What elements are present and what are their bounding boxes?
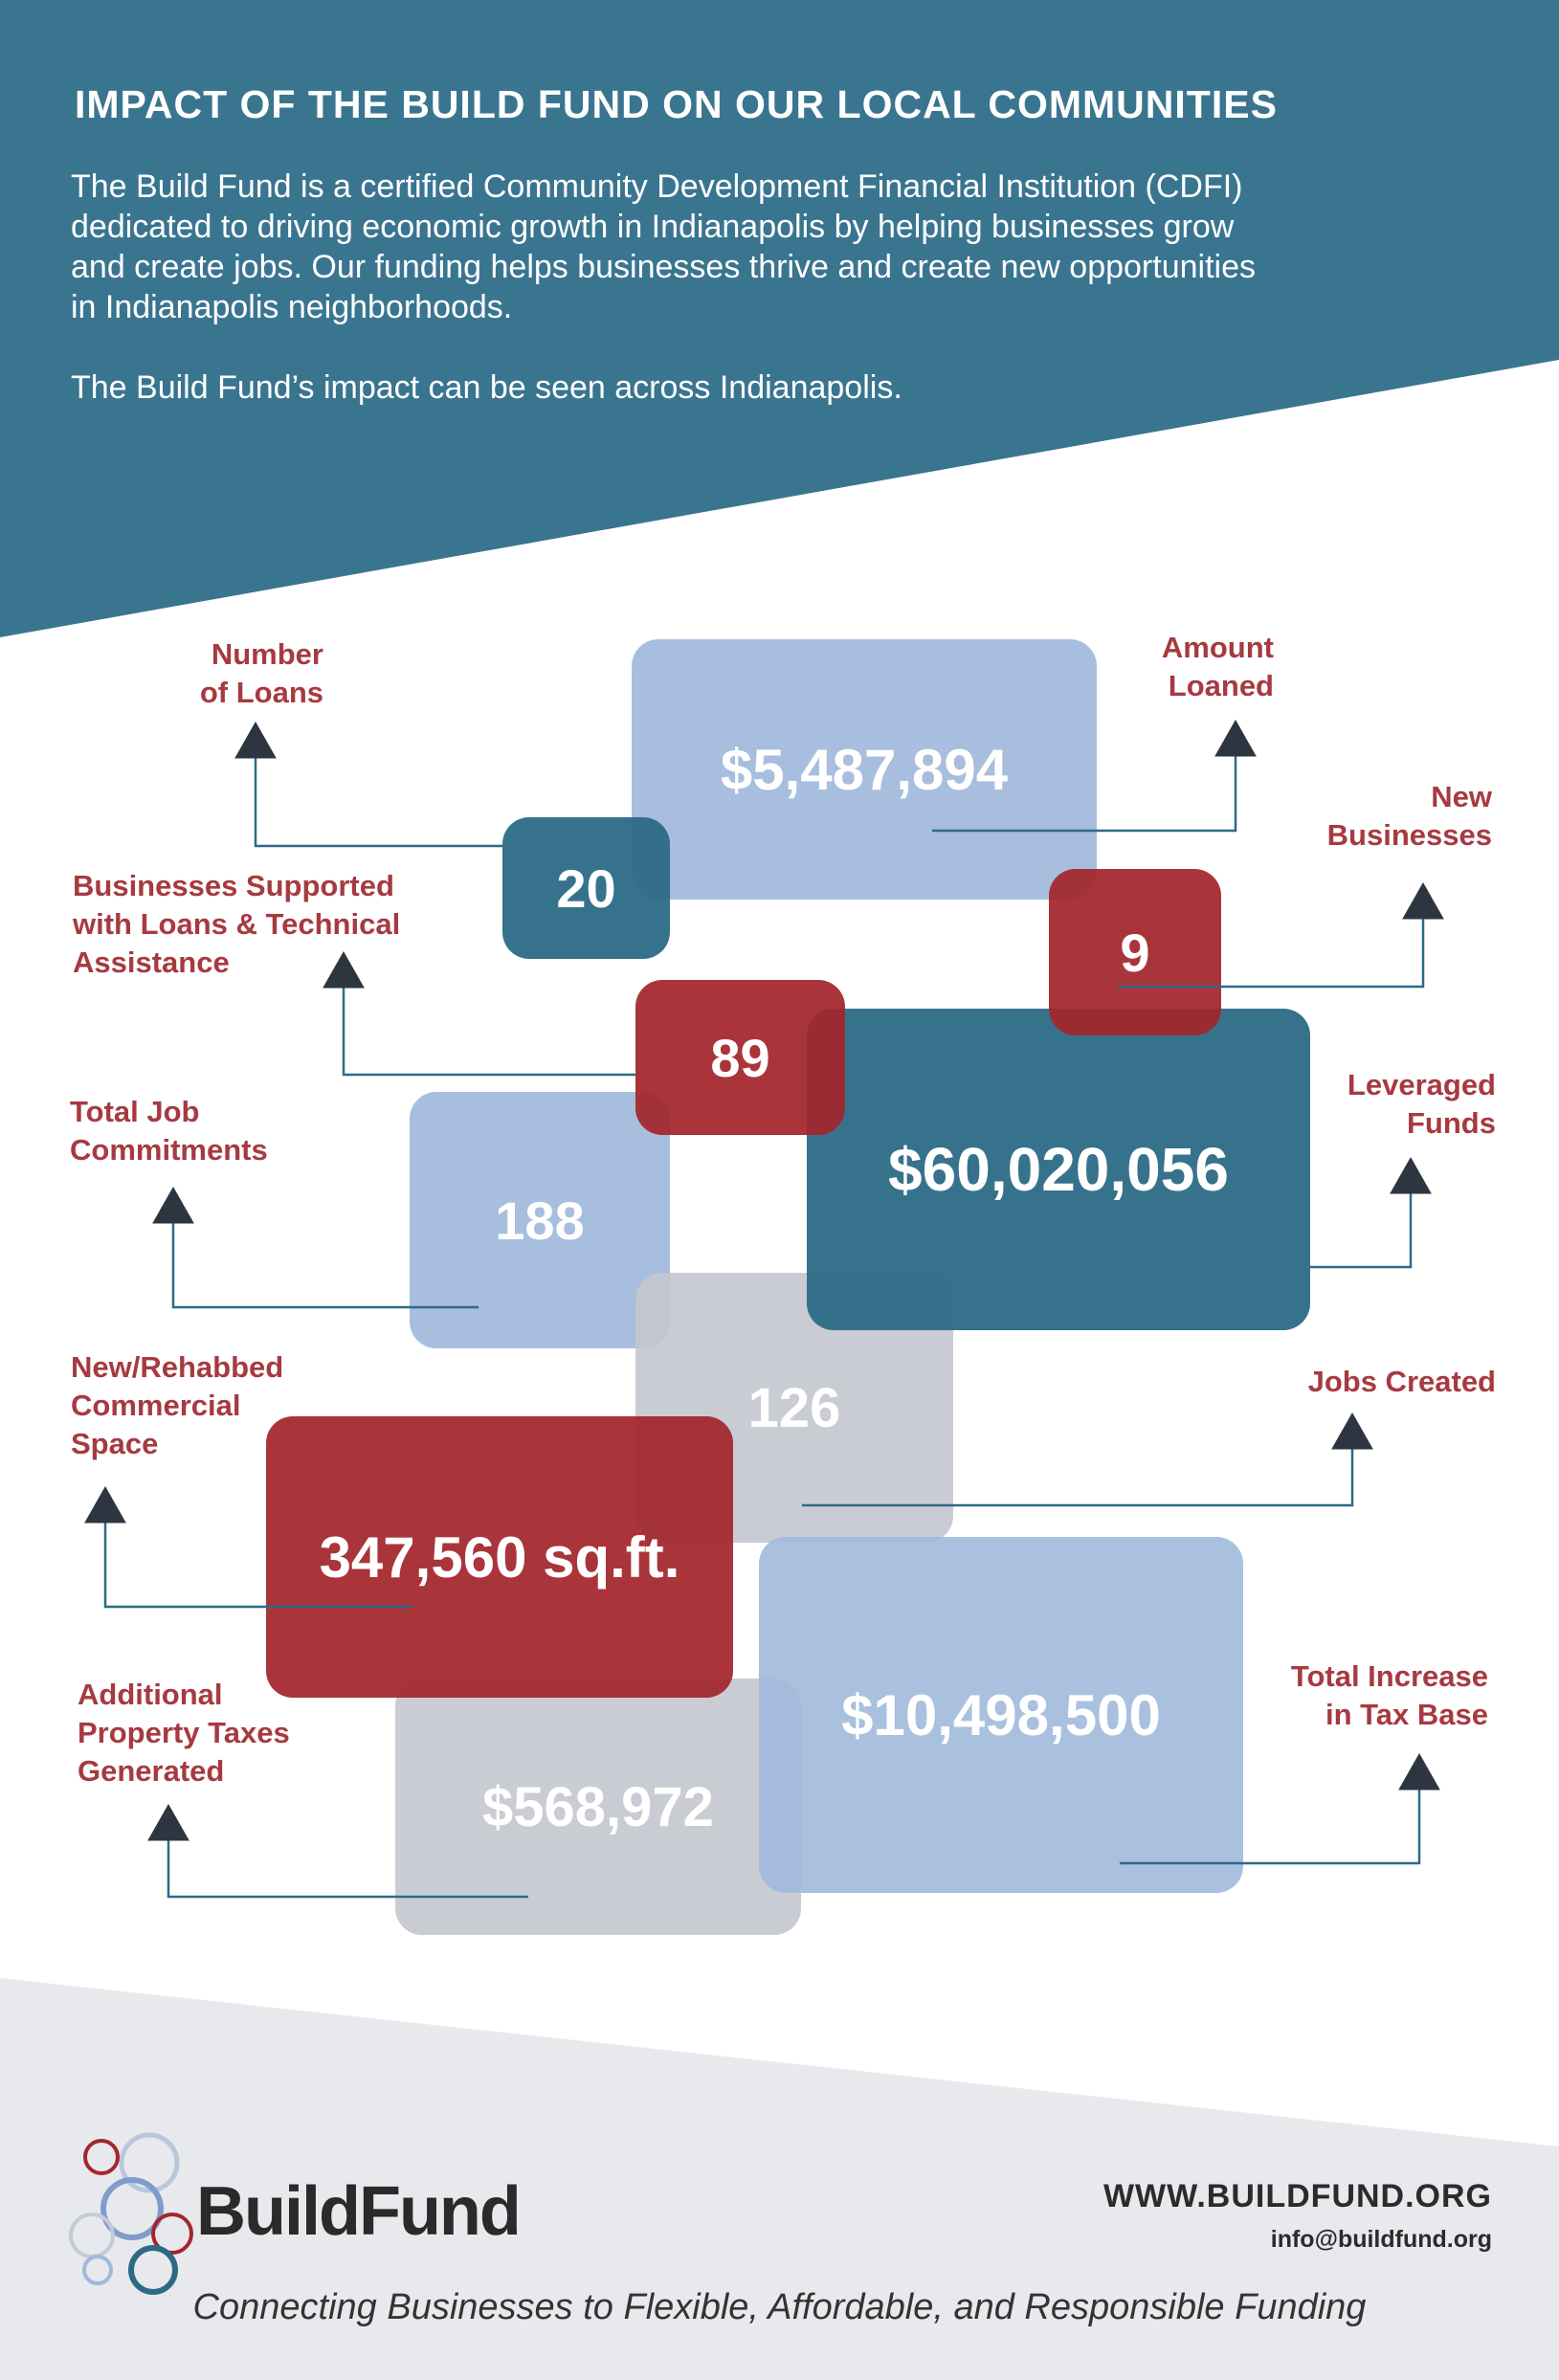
- connector-line: [342, 988, 635, 1077]
- number-of-loans-label: Number of Loans: [75, 635, 323, 712]
- arrow-up-icon: [147, 1803, 189, 1841]
- label-line: Additional: [78, 1678, 223, 1711]
- businesses-supported-value: 89: [710, 1027, 770, 1088]
- commercial-space-label: New/Rehabbed Commercial Space: [71, 1348, 377, 1463]
- number-of-loans-box: 20: [502, 817, 670, 959]
- label-line: Commitments: [70, 1133, 268, 1167]
- label-line: in Tax Base: [1325, 1698, 1488, 1731]
- intro-line: dedicated to driving economic growth in …: [71, 209, 1235, 245]
- total-job-commitments-box: 188: [410, 1092, 670, 1348]
- label-line: Businesses Supported: [73, 869, 394, 902]
- label-line: Number: [211, 637, 323, 671]
- total-job-commitments-value: 188: [495, 1190, 585, 1251]
- connector-line: [103, 1523, 412, 1609]
- website-link[interactable]: WWW.BUILDFUND.ORG: [1102, 2178, 1492, 2214]
- jobs-created-label: Jobs Created: [1190, 1363, 1496, 1401]
- businesses-supported-box: 89: [635, 980, 845, 1135]
- tax-base-increase-box: $10,498,500: [759, 1537, 1243, 1893]
- amount-loaned-label: Amount Loaned: [1025, 629, 1274, 705]
- new-businesses-label: New Businesses: [1243, 778, 1492, 855]
- label-line: Total Job: [70, 1095, 200, 1128]
- arrow-up-icon: [84, 1485, 126, 1524]
- commercial-space-value: 347,560 sq.ft.: [319, 1524, 680, 1590]
- arrow-up-icon: [234, 721, 277, 759]
- intro-line: in Indianapolis neighborhoods.: [71, 289, 513, 325]
- connector-line: [1120, 1790, 1421, 1865]
- new-businesses-box: 9: [1049, 869, 1221, 1035]
- arrow-up-icon: [1398, 1752, 1440, 1791]
- label-line: with Loans & Technical: [73, 907, 401, 941]
- number-of-loans-value: 20: [556, 857, 616, 919]
- page-title: IMPACT OF THE BUILD FUND ON OUR LOCAL CO…: [75, 82, 1278, 126]
- leveraged-funds-box: $60,020,056: [807, 1009, 1310, 1330]
- connector-line: [932, 756, 1237, 833]
- connector-line: [802, 1449, 1354, 1507]
- label-line: Assistance: [73, 945, 230, 979]
- amount-loaned-value: $5,487,894: [720, 737, 1009, 802]
- label-line: Commercial: [71, 1389, 241, 1422]
- intro-paragraph: The Build Fund is a certified Community …: [71, 167, 1497, 327]
- arrow-up-icon: [323, 950, 365, 989]
- businesses-supported-label: Businesses Supported with Loans & Techni…: [73, 867, 475, 982]
- label-line: Leveraged: [1347, 1068, 1496, 1101]
- header-band: [0, 0, 1559, 637]
- jobs-created-value: 126: [747, 1376, 841, 1439]
- connector-line: [254, 758, 502, 848]
- footer-band: [0, 1978, 1559, 2380]
- arrow-up-icon: [1402, 881, 1444, 920]
- leveraged-funds-value: $60,020,056: [888, 1135, 1229, 1204]
- new-businesses-value: 9: [1120, 922, 1150, 983]
- leveraged-funds-label: Leveraged Funds: [1247, 1066, 1496, 1143]
- label-line: Jobs Created: [1307, 1365, 1496, 1398]
- label-line: Loaned: [1168, 669, 1274, 702]
- total-job-commitments-label: Total Job Commitments: [70, 1093, 357, 1169]
- property-taxes-value: $568,972: [482, 1775, 714, 1838]
- connector-line: [1310, 1193, 1413, 1269]
- label-line: New/Rehabbed: [71, 1350, 284, 1384]
- property-taxes-label: Additional Property Taxes Generated: [78, 1676, 384, 1791]
- connector-line: [171, 1223, 479, 1309]
- arrow-up-icon: [1214, 719, 1257, 757]
- arrow-up-icon: [1390, 1156, 1432, 1194]
- intro-line: and create jobs. Our funding helps busin…: [71, 249, 1256, 285]
- commercial-space-box: 347,560 sq.ft.: [266, 1416, 733, 1698]
- buildfund-logo-text: BuildFund: [196, 2173, 522, 2250]
- label-line: Space: [71, 1427, 159, 1460]
- label-line: Generated: [78, 1754, 225, 1788]
- connector-line: [167, 1840, 528, 1899]
- label-line: Amount: [1161, 631, 1274, 664]
- amount-loaned-box: $5,487,894: [632, 639, 1097, 900]
- label-line: Property Taxes: [78, 1716, 290, 1749]
- label-line: Funds: [1407, 1106, 1496, 1140]
- arrow-up-icon: [1331, 1412, 1373, 1450]
- property-taxes-box: $568,972: [395, 1679, 801, 1935]
- label-line: Businesses: [1326, 818, 1492, 852]
- label-line: Total Increase: [1290, 1659, 1488, 1693]
- email-link[interactable]: info@buildfund.org: [1270, 2226, 1492, 2253]
- label-line: New: [1431, 780, 1492, 813]
- connector-line: [1118, 919, 1425, 989]
- intro-summary: The Build Fund’s impact can be seen acro…: [71, 369, 902, 406]
- intro-line: The Build Fund is a certified Community …: [71, 168, 1243, 205]
- arrow-up-icon: [152, 1186, 194, 1224]
- buildfund-logo-icon: [69, 2132, 193, 2295]
- label-line: of Loans: [199, 676, 323, 709]
- tagline: Connecting Businesses to Flexible, Affor…: [192, 2287, 1367, 2327]
- tax-base-increase-label: Total Increase in Tax Base: [1182, 1657, 1488, 1734]
- tax-base-increase-value: $10,498,500: [841, 1682, 1161, 1747]
